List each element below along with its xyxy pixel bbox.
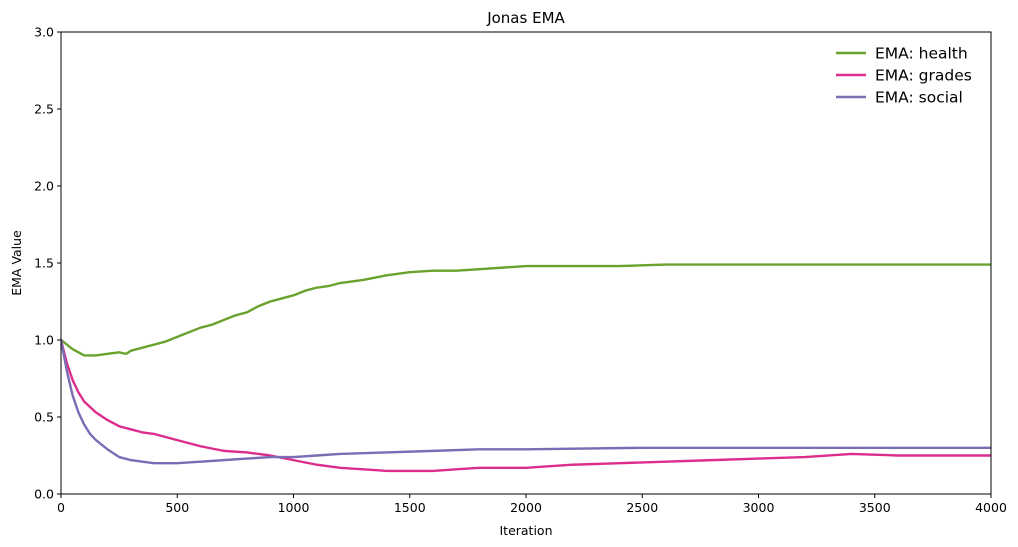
series-line-2 — [61, 338, 991, 473]
y-tick-label: 1.5 — [34, 256, 54, 271]
x-tick-label: 2000 — [510, 500, 542, 515]
y-axis: 0.0 0.5 1.0 1.5 2.0 2.5 3.0 — [34, 25, 61, 502]
plot-area — [60, 31, 992, 495]
chart-title: Jonas EMA — [486, 9, 565, 27]
y-tick-label: 2.5 — [34, 102, 54, 117]
series-line-3 — [61, 338, 991, 465]
legend-label-1: EMA: health — [875, 45, 968, 63]
x-tick-label: 1500 — [394, 500, 426, 515]
y-tick-label: 3.0 — [34, 25, 54, 40]
y-tick-label: 2.0 — [34, 179, 54, 194]
x-tick-label: 4000 — [975, 500, 1007, 515]
y-axis-label: EMA Value — [9, 230, 24, 296]
legend: EMA: health EMA: grades EMA: social — [836, 45, 972, 107]
x-tick-label: 500 — [165, 500, 189, 515]
x-axis-label: Iteration — [499, 523, 552, 538]
legend-label-2: EMA: grades — [875, 67, 972, 85]
y-tick-label: 1.0 — [34, 333, 54, 348]
x-tick-label: 2500 — [626, 500, 658, 515]
x-tick-label: 0 — [57, 500, 65, 515]
x-tick-label: 3500 — [859, 500, 891, 515]
plot-frame — [60, 31, 992, 495]
x-axis: 0 500 1000 1500 2000 2500 3000 3500 4000 — [57, 494, 1007, 515]
series-line-1 — [61, 263, 991, 357]
x-tick-label: 1000 — [278, 500, 310, 515]
legend-label-3: EMA: social — [875, 89, 963, 107]
y-tick-label: 0.5 — [34, 410, 54, 425]
y-tick-label: 0.0 — [34, 487, 54, 502]
x-tick-label: 3000 — [743, 500, 775, 515]
